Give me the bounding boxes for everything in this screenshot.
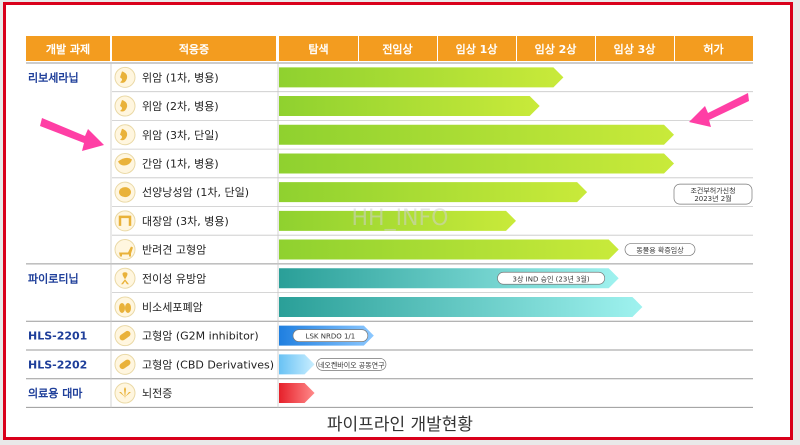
header-stage-label: 임상 2상: [535, 42, 577, 56]
stomach-icon-shape: [120, 71, 128, 83]
left-highlight-arrow: [40, 118, 104, 151]
header-indication-cell: [112, 36, 276, 61]
header-project-cell: [26, 36, 110, 61]
indication-label: 위암 (3차, 단일): [142, 128, 219, 142]
bar-annotation-box: [292, 329, 369, 342]
indication-label: 대장암 (3차, 병용): [142, 215, 229, 228]
indication-label: 전이성 유방암: [142, 272, 206, 285]
stomach-icon-shape: [120, 100, 128, 112]
project-label: 리보세라닙: [28, 70, 79, 84]
lung-icon: [114, 296, 136, 318]
colon-icon: [114, 210, 136, 232]
progress-bar: [279, 383, 315, 404]
project-label: HLS-2201: [28, 330, 87, 343]
progress-bar: [279, 67, 564, 88]
header-stage-cell: [359, 36, 437, 61]
bar-annotation-box: [497, 271, 606, 285]
project-label: HLS-2202: [28, 358, 87, 371]
header-stage-label: 탐색: [308, 42, 328, 56]
header-stage-label: 임상 3상: [614, 42, 656, 56]
header-indication-label: 적응증: [179, 42, 209, 56]
cannabis-icon-shape: [119, 387, 131, 400]
header-stage-label: 허가: [703, 42, 723, 56]
pill-icon-shape: [119, 330, 131, 341]
bar-annotation: 네오켄바이오 공동연구: [318, 360, 385, 369]
header-stage-label: 전임상: [382, 42, 412, 56]
lung-icon-shape: [125, 302, 131, 313]
header-project-label: 개발 과제: [46, 42, 90, 56]
progress-bar: [279, 210, 516, 231]
liver-icon-shape: [118, 157, 132, 166]
header-stage-cell: [517, 36, 595, 61]
gland-icon-shape: [119, 187, 131, 198]
indication-label: 위암 (1차, 병용): [142, 71, 219, 84]
stage-note: 동물용 확증임상: [636, 246, 684, 255]
watermark-text: HH_INFO: [351, 206, 448, 231]
progress-bar: [278, 182, 588, 203]
right-highlight-arrow: [689, 93, 749, 127]
stage-note-box: [624, 243, 696, 256]
header-stage-cell: [675, 36, 753, 61]
header-stage-cell: [279, 36, 358, 61]
stomach-icon-shape: [120, 128, 128, 141]
indication-label: 고형암 (G2M inhibitor): [142, 330, 259, 343]
ribbon-icon-shape: [121, 272, 129, 285]
stage-note-box: [673, 183, 753, 205]
indication-label: 반려견 고형암: [142, 244, 206, 257]
progress-bar: [279, 296, 643, 317]
dog-icon-shape: [119, 246, 133, 257]
indication-label: 뇌전증: [142, 387, 172, 400]
stage-note: 조건부허가신청: [690, 186, 735, 195]
stage-note: 2023년 2월: [694, 194, 731, 203]
bar-annotation: LSK NRDO 1/1: [306, 333, 356, 341]
indication-label: 간암 (1차, 병용): [142, 157, 219, 170]
progress-bar: [279, 96, 540, 117]
indication-label: 위암 (2차, 병용): [142, 100, 219, 113]
indication-label: 비소세포폐암: [142, 301, 203, 314]
project-label: 파이로티닙: [28, 271, 79, 285]
indication-label: 선양낭성암 (1차, 단일): [142, 185, 249, 199]
project-label: 의료용 대마: [28, 386, 83, 400]
chart-caption: 파이프라인 개발현황: [326, 415, 474, 435]
progress-bar: [279, 239, 619, 260]
header-stage-label: 임상 1상: [456, 42, 498, 56]
lung-icon-shape: [119, 302, 125, 313]
progress-bar: [279, 153, 674, 174]
colon-icon-shape: [118, 215, 132, 226]
progress-bar: [279, 124, 674, 145]
bar-annotation: 3상 IND 승인 (23년 3월): [513, 274, 590, 283]
indication-label: 고형암 (CBD Derivatives): [142, 358, 274, 371]
header-stage-cell: [596, 36, 674, 61]
bar-annotation-box: [316, 358, 387, 371]
progress-bar: [279, 354, 315, 375]
pill-icon-shape: [119, 359, 131, 370]
header-stage-cell: [438, 36, 516, 61]
